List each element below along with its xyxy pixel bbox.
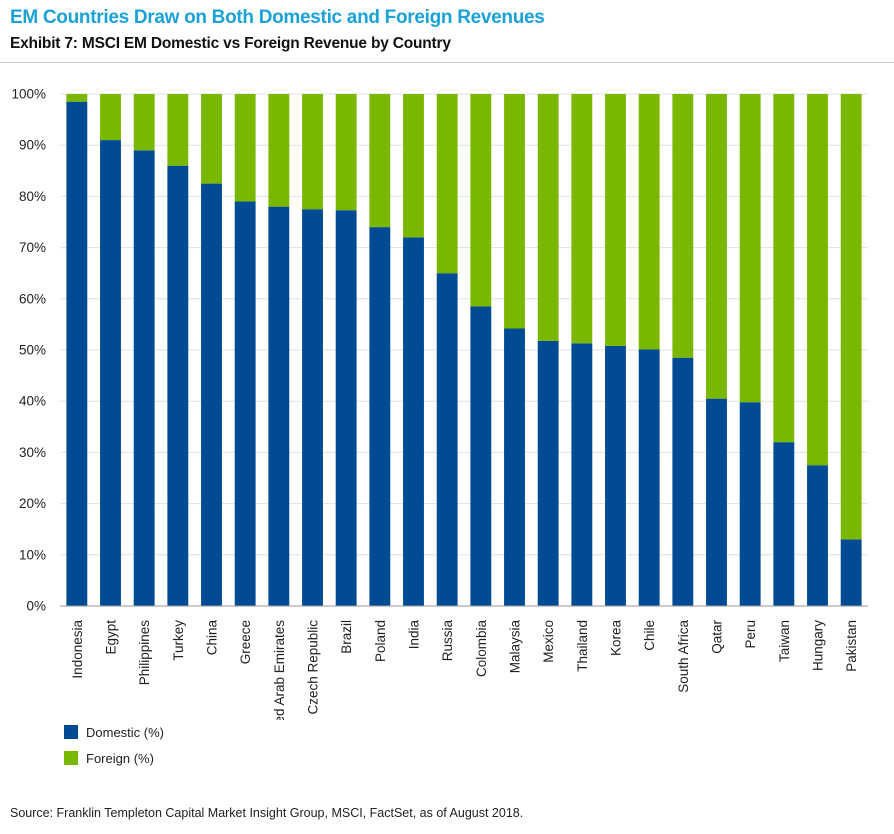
bar-foreign-13 (504, 94, 525, 329)
bar-domestic-19 (706, 398, 727, 606)
headline: EM Countries Draw on Both Domestic and F… (10, 7, 545, 28)
bar-domestic-9 (369, 227, 391, 606)
y-tick-label: 90% (19, 138, 46, 153)
y-tick-label: 0% (26, 599, 46, 614)
x-tick-label: India (407, 620, 422, 650)
source-note: Source: Franklin Templeton Capital Marke… (10, 806, 524, 820)
x-tick-label: Brazil (339, 620, 354, 654)
bar-foreign-23 (840, 94, 862, 540)
x-tick-label: Indonesia (70, 620, 85, 679)
bar-domestic-5 (234, 201, 256, 606)
x-tick-label: Chile (642, 620, 657, 651)
chart-subtitle: Exhibit 7: MSCI EM Domestic vs Foreign R… (10, 35, 451, 52)
x-tick-label: Poland (373, 620, 388, 662)
bar-domestic-13 (504, 328, 525, 606)
y-tick-label: 60% (19, 291, 46, 306)
header-divider (0, 62, 894, 63)
y-axis: 0% 10% 20% 30% 40% 50% 60% 70% 80% 90% 100% (11, 87, 46, 614)
x-tick-label: Taiwan (777, 620, 792, 662)
bar-foreign-4 (201, 94, 222, 184)
x-tick-label: Turkey (171, 620, 186, 661)
legend-swatch-foreign (64, 751, 78, 765)
legend-label-domestic: Domestic (%) (86, 724, 165, 740)
bar-foreign-9 (369, 94, 391, 228)
bar-foreign-5 (234, 94, 256, 202)
x-tick-label: China (205, 620, 220, 656)
x-tick-label: Philippines (137, 620, 152, 686)
legend-item-foreign: Foreign (%) (64, 748, 164, 768)
bar-domestic-21 (773, 442, 795, 606)
legend: Domestic (%) Foreign (%) (64, 722, 164, 774)
x-tick-label: Korea (609, 620, 624, 657)
bar-domestic-16 (605, 345, 626, 606)
bar-foreign-17 (638, 94, 660, 350)
bar-domestic-17 (638, 349, 660, 606)
bar-foreign-12 (470, 94, 492, 307)
bar-domestic-10 (403, 237, 424, 607)
bar-domestic-11 (436, 273, 458, 606)
bar-domestic-6 (268, 206, 290, 606)
x-tick-label: United Arab Emirates (272, 620, 287, 720)
bar-domestic-3 (167, 165, 189, 606)
bar-foreign-8 (335, 94, 357, 211)
bar-domestic-0 (66, 101, 88, 607)
bar-foreign-14 (537, 94, 559, 341)
y-tick-label: 50% (19, 343, 46, 358)
bar-foreign-11 (436, 94, 458, 274)
y-tick-label: 20% (19, 496, 46, 511)
y-tick-label: 100% (11, 87, 46, 102)
bar-foreign-15 (571, 94, 593, 344)
bar-foreign-22 (807, 94, 828, 466)
x-tick-label: Greece (238, 620, 253, 664)
x-tick-label: Peru (743, 620, 758, 649)
bar-domestic-20 (739, 402, 761, 606)
legend-swatch-domestic (64, 725, 78, 739)
bar-foreign-6 (268, 94, 290, 207)
bar-foreign-3 (167, 94, 189, 166)
bar-domestic-12 (470, 306, 492, 606)
bar-foreign-0 (66, 94, 88, 102)
x-tick-label: South Africa (676, 620, 691, 693)
bar-domestic-4 (201, 183, 222, 606)
bar-domestic-23 (840, 539, 862, 606)
y-tick-label: 80% (19, 189, 46, 204)
x-tick-label: Malaysia (508, 620, 523, 674)
bar-domestic-14 (537, 340, 559, 606)
legend-label-foreign: Foreign (%) (86, 750, 154, 766)
gridlines (60, 93, 868, 607)
y-tick-label: 10% (19, 547, 46, 562)
stacked-bar-chart: 0% 10% 20% 30% 40% 50% 60% 70% 80% 90% 100% Indone… (11, 87, 868, 720)
legend-item-domestic: Domestic (%) (64, 722, 164, 742)
bar-foreign-7 (302, 94, 323, 210)
bar-foreign-20 (739, 94, 761, 403)
x-tick-label: Egypt (104, 620, 119, 655)
x-tick-label: Hungary (811, 620, 826, 671)
x-tick-label: Mexico (541, 620, 556, 663)
bar-foreign-16 (605, 94, 626, 346)
y-tick-label: 40% (19, 394, 46, 409)
bar-domestic-1 (100, 140, 121, 606)
bar-foreign-1 (100, 94, 121, 141)
bar-domestic-15 (571, 343, 593, 606)
x-tick-label: Colombia (474, 620, 489, 678)
y-tick-label: 70% (19, 240, 46, 255)
bar-foreign-21 (773, 94, 795, 443)
bar-foreign-18 (672, 94, 694, 358)
bar-domestic-8 (335, 210, 357, 606)
bar-domestic-22 (807, 465, 828, 606)
bar-domestic-18 (672, 357, 694, 606)
x-tick-label: Qatar (710, 619, 725, 653)
bar-foreign-2 (133, 94, 155, 151)
bar-foreign-19 (706, 94, 727, 399)
x-tick-label: Thailand (575, 620, 590, 672)
bars (66, 94, 862, 607)
y-tick-label: 30% (19, 445, 46, 460)
bar-domestic-2 (133, 150, 155, 606)
bar-foreign-10 (403, 94, 424, 238)
x-tick-label: Czech Republic (306, 620, 321, 715)
x-axis: Indonesia Egypt Philippines Turkey China Gree… (60, 605, 868, 720)
x-tick-label: Pakistan (844, 620, 859, 672)
x-tick-label: Russia (440, 620, 455, 662)
bar-domestic-7 (302, 209, 323, 606)
